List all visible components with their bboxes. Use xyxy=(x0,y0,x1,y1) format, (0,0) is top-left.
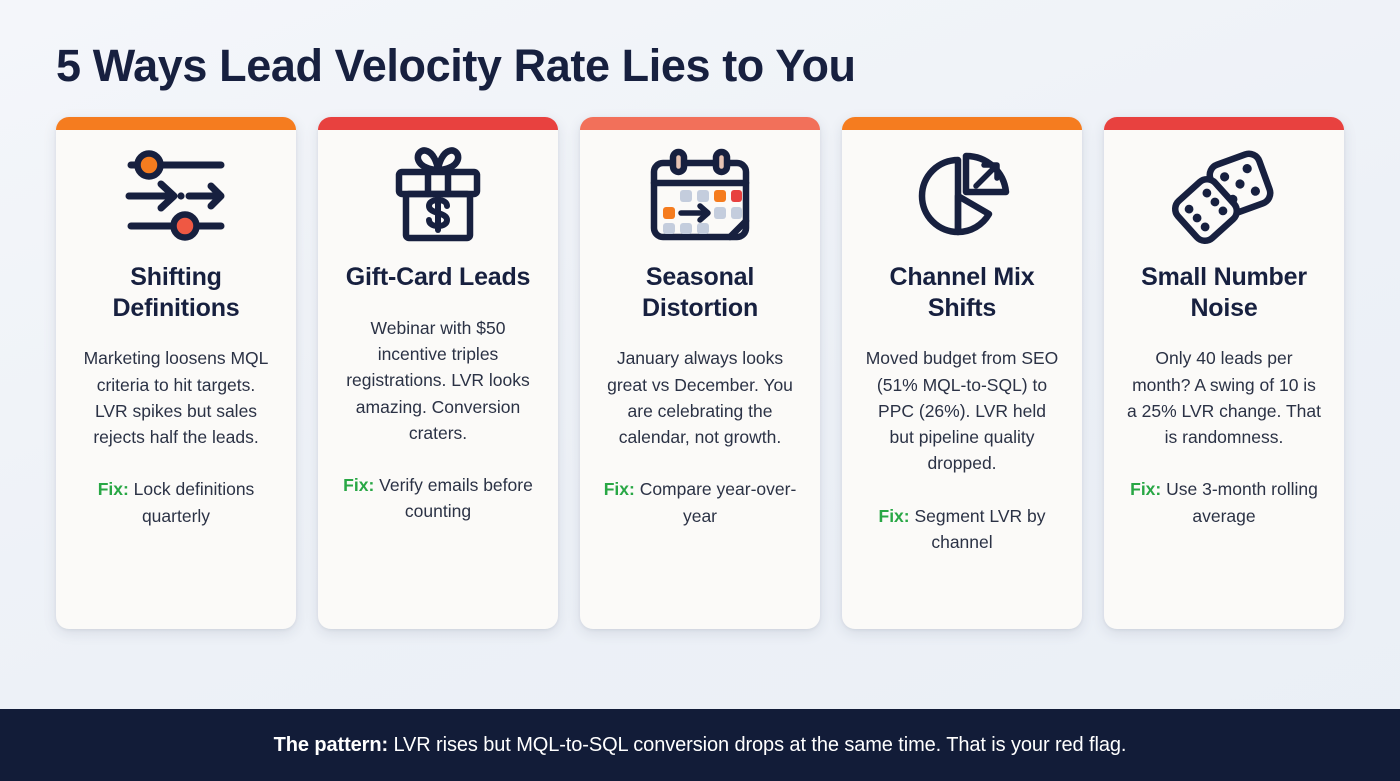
card-fix: Fix: Lock definitions quarterly xyxy=(56,450,296,529)
fix-text: Verify emails before counting xyxy=(374,475,533,522)
card-accent-bar xyxy=(580,117,820,131)
card-title: Channel Mix Shifts xyxy=(889,263,1035,322)
card-gift-card-leads: Gift-Card Leads Webinar with $50 incenti… xyxy=(318,117,558,630)
pie-chart-icon xyxy=(842,130,1082,262)
fix-label: Fix: xyxy=(878,505,910,526)
footer-text-wrap: The pattern: LVR rises but MQL-to-SQL co… xyxy=(274,734,1127,757)
footer-strong-label: The pattern: xyxy=(273,733,389,756)
gift-box-icon xyxy=(318,130,558,262)
card-title: Shifting Definitions xyxy=(112,263,240,322)
card-body-text: Marketing loosens MQL criteria to hit ta… xyxy=(83,348,269,447)
card-fix: Fix: Compare year-over-year xyxy=(580,450,820,529)
dice-icon xyxy=(1104,130,1344,262)
fix-label: Fix: xyxy=(343,475,375,495)
card-seasonal-distortion: Seasonal Distortion January always looks… xyxy=(580,117,820,630)
fix-text: Lock definitions quarterly xyxy=(128,479,255,526)
card-body-text: January always looks great vs December. … xyxy=(607,348,793,447)
page-title: 5 Ways Lead Velocity Rate Lies to You xyxy=(56,40,856,91)
fix-label: Fix: xyxy=(603,479,635,500)
card-title: Seasonal Distortion xyxy=(641,263,759,322)
card-fix: Fix: Segment LVR by channel xyxy=(842,477,1082,556)
fix-label: Fix: xyxy=(97,479,129,500)
card-title: Gift-Card Leads xyxy=(345,263,531,292)
footer-banner: The pattern: LVR rises but MQL-to-SQL co… xyxy=(0,709,1400,781)
card-body-text: Moved budget from SEO (51% MQL-to-SQL) t… xyxy=(865,348,1059,474)
card-fix: Fix: Use 3-month rolling average xyxy=(1104,450,1344,529)
card-shifting-definitions: Shifting Definitions Marketing loosens M… xyxy=(56,117,296,630)
card-body-text: Only 40 leads per month? A swing of 10 i… xyxy=(1127,348,1321,447)
card-fix: Fix: Verify emails before counting xyxy=(318,446,558,525)
card-body-text: Webinar with $50 incentive triples regis… xyxy=(346,317,530,443)
calendar-icon xyxy=(580,130,820,262)
card-small-number-noise: Small Number Noise Only 40 leads per mon… xyxy=(1104,117,1344,630)
title-section: 5 Ways Lead Velocity Rate Lies to You xyxy=(0,0,1400,91)
card-accent-bar xyxy=(318,117,558,131)
fix-text: Use 3-month rolling average xyxy=(1161,479,1318,526)
card-accent-bar xyxy=(1104,117,1344,131)
card-accent-bar xyxy=(842,117,1082,131)
cards-row: Shifting Definitions Marketing loosens M… xyxy=(0,89,1400,709)
sliders-icon xyxy=(56,130,296,262)
fix-text: Compare year-over-year xyxy=(634,479,797,526)
fix-label: Fix: xyxy=(1130,479,1162,500)
fix-text: Segment LVR by channel xyxy=(909,505,1046,552)
card-channel-mix-shifts: Channel Mix Shifts Moved budget from SEO… xyxy=(842,117,1082,630)
card-accent-bar xyxy=(56,117,296,131)
card-title: Small Number Noise xyxy=(1141,263,1307,322)
footer-text: LVR rises but MQL-to-SQL conversion drop… xyxy=(388,733,1127,756)
